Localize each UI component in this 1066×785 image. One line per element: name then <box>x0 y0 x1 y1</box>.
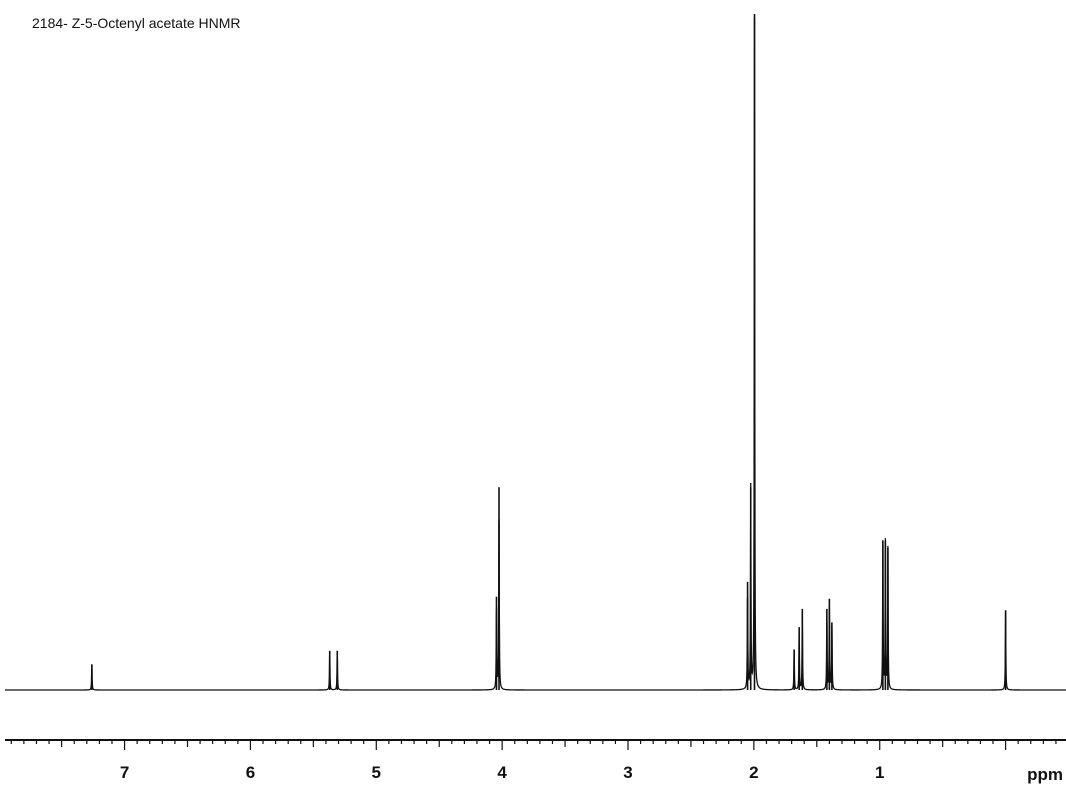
x-tick-label-6: 6 <box>246 763 255 782</box>
chart-title: 2184- Z-5-Octenyl acetate HNMR <box>32 15 241 31</box>
x-tick-label-1: 1 <box>875 763 884 782</box>
x-tick-label-7: 7 <box>120 763 129 782</box>
x-tick-label-3: 3 <box>623 763 632 782</box>
x-tick-label-2: 2 <box>749 763 758 782</box>
spectrum-trace <box>5 17 1066 691</box>
x-axis: 7 6 5 4 3 2 1 ppm <box>5 739 1066 784</box>
x-axis-label: ppm <box>1027 765 1063 784</box>
spectrum-marks <box>5 14 1066 691</box>
x-tick-label-5: 5 <box>372 763 381 782</box>
x-tick-label-4: 4 <box>497 763 507 782</box>
